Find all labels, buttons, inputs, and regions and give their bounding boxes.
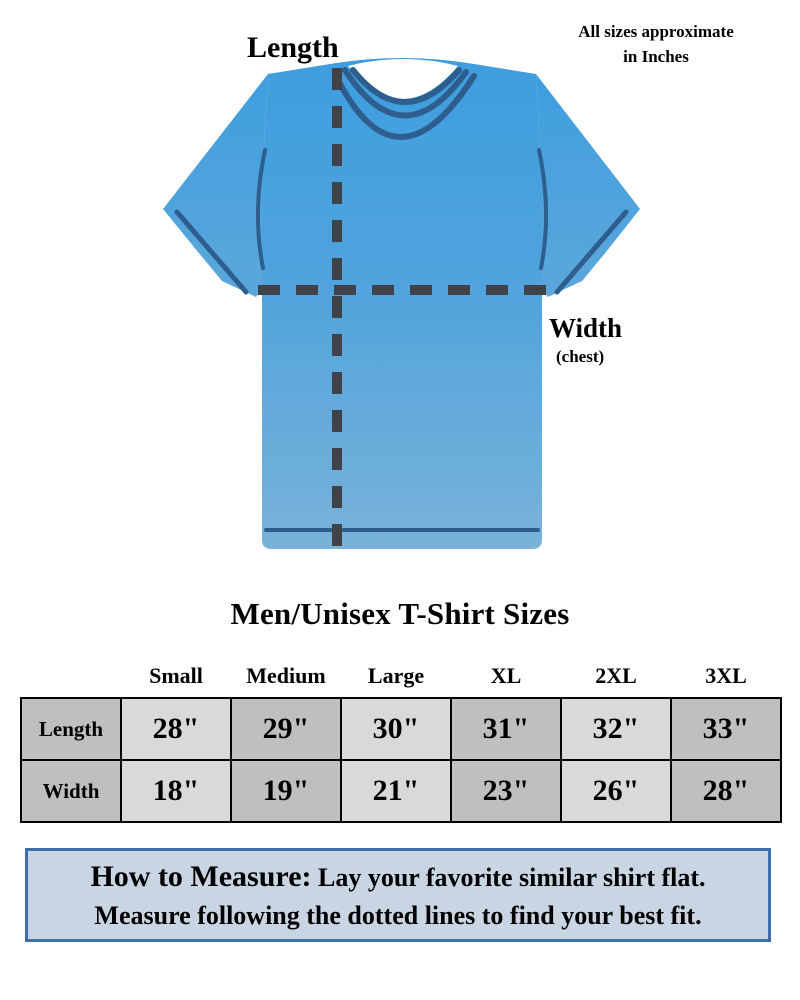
approximate-sizes-note: All sizes approximate in Inches [526, 20, 786, 69]
table-row-width: Width 18" 19" 21" 23" 26" 28" [20, 759, 782, 823]
column-header-large: Large [341, 655, 451, 698]
size-table: Small Medium Large XL 2XL 3XL Length 28"… [20, 655, 782, 823]
how-to-measure-instruction-1: Lay your favorite similar shirt flat. [318, 863, 706, 892]
table-row-length: Length 28" 29" 30" 31" 32" 33" [20, 697, 782, 761]
left-armhole-seam [255, 148, 267, 270]
cell-length-2xl: 32" [560, 697, 672, 761]
tshirt-illustration: Length Width (chest) [163, 31, 640, 552]
tshirt-svg [163, 58, 640, 552]
cell-width-large: 21" [340, 759, 452, 823]
table-corner-header [21, 655, 121, 698]
left-sleeve [163, 74, 268, 297]
collar-inner-line [350, 67, 462, 105]
size-table-container: Small Medium Large XL 2XL 3XL Length 28"… [20, 655, 782, 823]
note-line-2: in Inches [623, 46, 689, 66]
column-header-xl: XL [451, 655, 561, 698]
cell-length-small: 28" [120, 697, 232, 761]
length-label: Length [247, 31, 339, 64]
cell-width-xl: 23" [450, 759, 562, 823]
note-line-1: All sizes approximate [578, 22, 734, 41]
width-sublabel: (chest) [556, 347, 605, 366]
left-sleeve-hem [174, 209, 249, 295]
width-label: Width [549, 313, 623, 343]
column-header-medium: Medium [231, 655, 341, 698]
column-header-small: Small [121, 655, 231, 698]
column-header-2xl: 2XL [561, 655, 671, 698]
right-sleeve [536, 74, 640, 297]
right-armhole-seam [537, 148, 549, 270]
how-to-measure-line-1: How to Measure: Lay your favorite simila… [90, 858, 705, 896]
cell-length-large: 30" [340, 697, 452, 761]
collar-drop-seam [335, 73, 477, 140]
table-header-row: Small Medium Large XL 2XL 3XL [21, 655, 781, 698]
collar-outer-line [342, 67, 469, 119]
right-sleeve-hem [554, 209, 629, 295]
cell-width-small: 18" [120, 759, 232, 823]
row-label-length: Length [20, 697, 122, 761]
cell-width-medium: 19" [230, 759, 342, 823]
how-to-measure-instruction-2: Measure following the dotted lines to fi… [94, 900, 702, 930]
how-to-measure-box: How to Measure: Lay your favorite simila… [25, 848, 771, 942]
cell-width-3xl: 28" [670, 759, 782, 823]
cell-width-2xl: 26" [560, 759, 672, 823]
page-title: Men/Unisex T-Shirt Sizes [230, 596, 570, 631]
row-label-width: Width [20, 759, 122, 823]
cell-length-xl: 31" [450, 697, 562, 761]
how-to-measure-heading: How to Measure: [90, 860, 312, 893]
cell-length-3xl: 33" [670, 697, 782, 761]
cell-length-medium: 29" [230, 697, 342, 761]
column-header-3xl: 3XL [671, 655, 781, 698]
shirt-body [262, 58, 542, 549]
